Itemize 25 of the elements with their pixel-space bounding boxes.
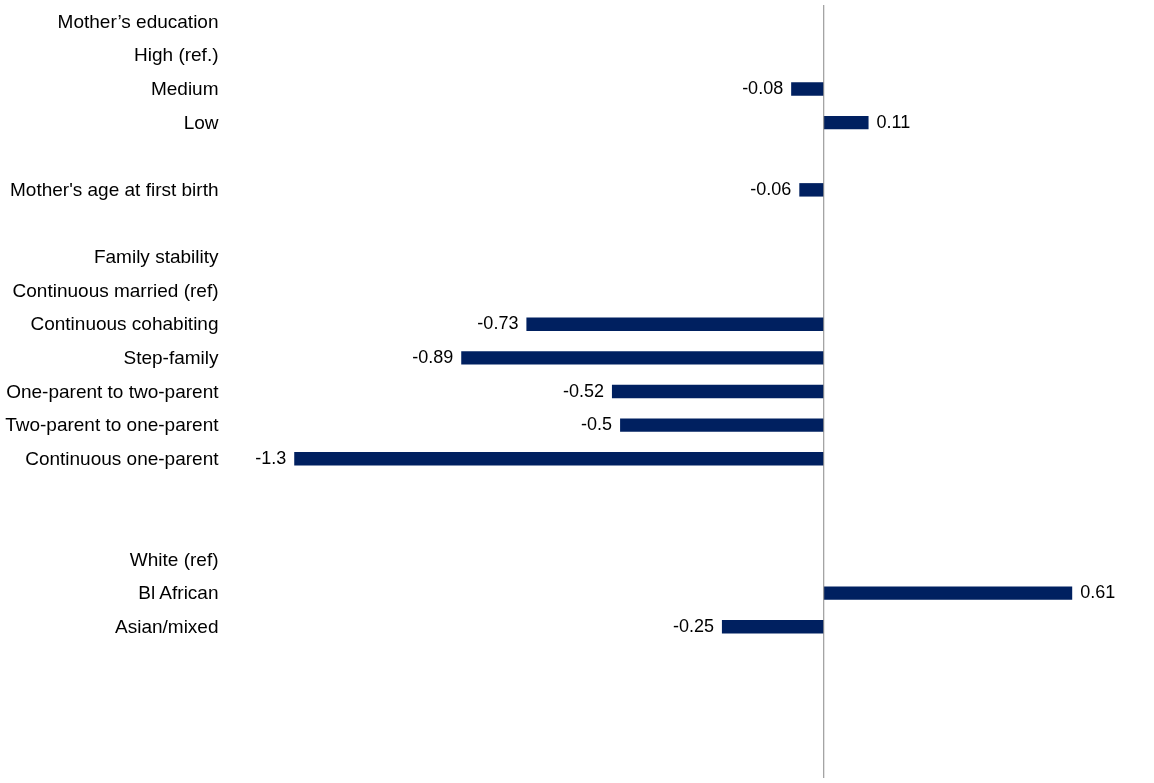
- data-label: -1.3: [255, 447, 287, 468]
- y-tick-label: White (ref): [129, 548, 219, 570]
- data-label: 0.61: [1080, 582, 1116, 603]
- y-tick-label: Continuous married (ref): [12, 279, 219, 301]
- y-tick-label: Mother’s education: [57, 10, 219, 32]
- y-tick-label: Two-parent to one-parent: [5, 414, 220, 436]
- y-tick-label: Mother's age at first birth: [10, 178, 219, 200]
- y-tick-label: Continuous cohabiting: [30, 313, 219, 335]
- y-tick-label: Low: [183, 111, 219, 133]
- y-tick-label: Continuous one-parent: [25, 447, 220, 469]
- y-tick-label: Medium: [150, 78, 219, 100]
- data-label: -0.08: [742, 78, 784, 99]
- data-label: -0.25: [672, 615, 714, 636]
- data-label: 0.11: [876, 111, 911, 132]
- y-tick-label: One-parent to two-parent: [6, 380, 220, 402]
- data-label: -0.06: [750, 178, 792, 199]
- data-label: -0.73: [477, 313, 519, 334]
- y-tick-label: Asian/mixed: [115, 615, 219, 637]
- y-tick-label: Bl African: [138, 582, 219, 604]
- y-tick-label: Family stability: [93, 246, 219, 268]
- data-label: -0.52: [562, 380, 604, 401]
- data-label: -0.5: [581, 414, 613, 435]
- data-label: -0.89: [412, 346, 454, 367]
- y-tick-label: Step-family: [123, 346, 219, 368]
- y-tick-label: High (ref.): [134, 44, 219, 66]
